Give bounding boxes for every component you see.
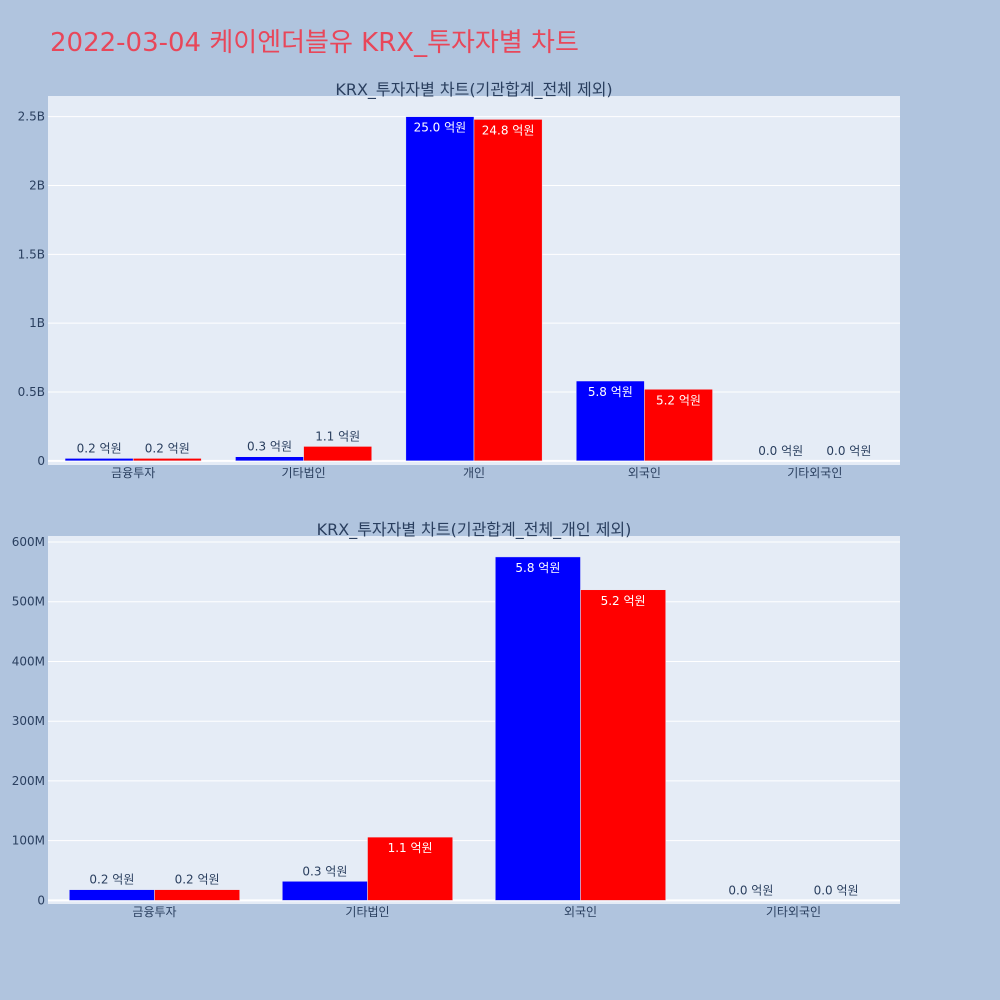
data-label: 25.0 억원 (414, 121, 467, 135)
y-tick-label: 0 (37, 893, 45, 907)
data-label: 0.2 억원 (77, 441, 122, 455)
data-label: 24.8 억원 (482, 123, 535, 137)
bar (495, 556, 581, 901)
y-tick-label: 0.5B (18, 385, 45, 399)
bar (405, 116, 475, 462)
data-label: 5.8 억원 (515, 561, 560, 575)
data-label: 0.0 억원 (826, 444, 871, 458)
y-tick-label: 400M (12, 654, 45, 668)
bar (154, 889, 240, 901)
data-label: 0.2 억원 (89, 873, 134, 887)
data-label: 0.0 억원 (758, 444, 803, 458)
data-label: 5.8 억원 (588, 385, 633, 399)
data-label: 0.3 억원 (247, 440, 292, 454)
y-tick-label: 0 (37, 454, 45, 468)
x-tick-label: 외국인 (564, 905, 597, 919)
bar (282, 881, 368, 901)
x-tick-label: 기타외국인 (787, 466, 842, 480)
data-label: 1.1 억원 (388, 841, 433, 855)
data-label: 0.0 억원 (814, 883, 859, 897)
y-tick-label: 600M (12, 535, 45, 549)
x-tick-label: 금융투자 (111, 466, 155, 480)
y-tick-label: 1.5B (18, 247, 45, 261)
data-label: 0.2 억원 (175, 873, 220, 887)
x-tick-label: 기타외국인 (766, 905, 821, 919)
bar (132, 458, 202, 462)
x-tick-label: 기타법인 (282, 466, 326, 480)
bar (473, 119, 543, 462)
chart-title: KRX_투자자별 차트(기관합계_전체 제외) (335, 80, 612, 100)
y-tick-label: 100M (12, 834, 45, 848)
data-label: 5.2 억원 (656, 393, 701, 407)
data-label: 0.3 억원 (302, 864, 347, 878)
y-tick-label: 2.5B (18, 110, 45, 124)
bar (367, 836, 453, 901)
bar (235, 456, 304, 462)
bar (575, 380, 645, 462)
bar (69, 889, 155, 901)
x-tick-label: 개인 (463, 466, 485, 480)
y-tick-label: 300M (12, 714, 45, 728)
x-tick-label: 금융투자 (132, 905, 176, 919)
data-label: 1.1 억원 (315, 429, 360, 443)
y-tick-label: 2B (29, 178, 45, 192)
chart-2: 0 100M 200M 300M 400M 500M 600M KRX_투자자별 차트(기관합… (12, 520, 900, 919)
data-label: 0.0 억원 (728, 883, 773, 897)
chart-1: 0 0.5B 1B 1.5B 2B 2.5B KRX_투자자별 차트(기관합계_전체 제외)… (18, 80, 900, 480)
data-label: 5.2 억원 (601, 594, 646, 608)
bar (644, 389, 713, 462)
bar (580, 589, 666, 901)
y-tick-label: 1B (29, 316, 45, 330)
x-tick-label: 기타법인 (345, 905, 389, 919)
bar (64, 458, 134, 462)
page-title: 2022-03-04 케이엔더블유 KRX_투자자별 차트 (50, 28, 579, 58)
plot-area (48, 536, 900, 904)
y-tick-label: 500M (12, 595, 45, 609)
x-tick-label: 외국인 (628, 466, 661, 480)
y-tick-label: 200M (12, 774, 45, 788)
chart-title: KRX_투자자별 차트(기관합계_전체_개인 제외) (317, 520, 632, 540)
data-label: 0.2 억원 (145, 441, 190, 455)
bar (303, 446, 373, 462)
